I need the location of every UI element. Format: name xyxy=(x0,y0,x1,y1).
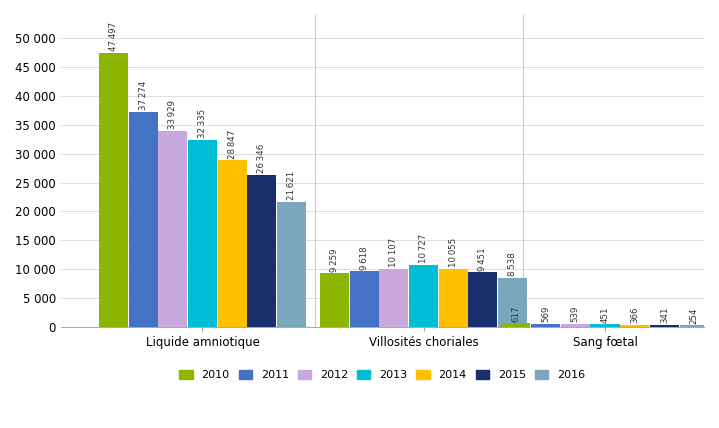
Text: 9 618: 9 618 xyxy=(360,246,369,270)
Text: 10 055: 10 055 xyxy=(449,238,458,267)
Bar xyxy=(501,324,531,327)
Text: 28 847: 28 847 xyxy=(228,129,237,159)
Text: 21 621: 21 621 xyxy=(287,171,296,200)
Text: 9 451: 9 451 xyxy=(478,247,487,270)
Bar xyxy=(561,324,590,327)
Text: 569: 569 xyxy=(541,306,550,322)
Bar xyxy=(320,273,349,327)
Text: 539: 539 xyxy=(571,306,580,322)
Bar xyxy=(409,265,438,327)
Bar xyxy=(277,202,306,327)
Text: 10 727: 10 727 xyxy=(419,234,428,263)
Text: 37 274: 37 274 xyxy=(139,80,147,110)
Bar xyxy=(620,325,649,327)
Text: 617: 617 xyxy=(511,305,521,322)
Bar xyxy=(650,325,679,327)
Bar xyxy=(158,131,188,327)
Bar xyxy=(247,175,276,327)
Text: 9 259: 9 259 xyxy=(330,248,339,272)
Bar xyxy=(129,112,157,327)
Legend: 2010, 2011, 2012, 2013, 2014, 2015, 2016: 2010, 2011, 2012, 2013, 2014, 2015, 2016 xyxy=(176,367,589,384)
Text: 341: 341 xyxy=(660,307,669,323)
Bar xyxy=(218,160,247,327)
Bar xyxy=(531,324,560,327)
Text: 10 107: 10 107 xyxy=(390,238,398,267)
Text: 366: 366 xyxy=(631,306,639,323)
Bar xyxy=(590,324,620,327)
Bar xyxy=(188,140,217,327)
Text: 26 346: 26 346 xyxy=(257,144,266,173)
Text: 32 335: 32 335 xyxy=(198,109,207,138)
Text: 451: 451 xyxy=(600,306,610,323)
Text: 254: 254 xyxy=(690,307,699,324)
Text: 33 929: 33 929 xyxy=(168,100,178,129)
Bar xyxy=(349,271,379,327)
Bar xyxy=(439,269,468,327)
Bar xyxy=(498,278,527,327)
Text: 47 497: 47 497 xyxy=(109,22,118,51)
Bar xyxy=(380,269,408,327)
Bar xyxy=(679,326,709,327)
Text: 8 538: 8 538 xyxy=(508,252,517,276)
Bar xyxy=(468,272,498,327)
Bar xyxy=(99,53,128,327)
